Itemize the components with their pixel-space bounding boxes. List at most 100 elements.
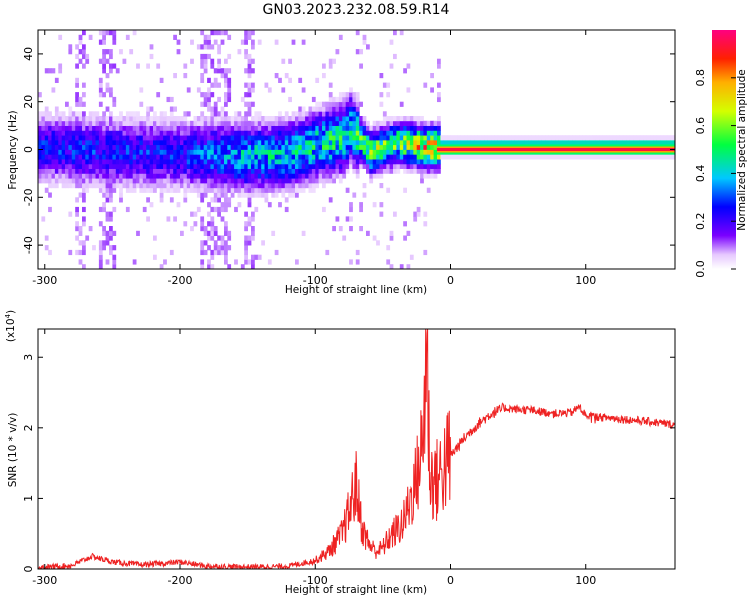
spectrogram-cell xyxy=(122,58,127,64)
spectrogram-cell xyxy=(467,139,472,146)
spectrogram-cell xyxy=(359,163,363,169)
spectrogram-cell xyxy=(129,173,134,179)
spectrogram-cell xyxy=(119,149,123,155)
spectrogram-cell xyxy=(78,139,83,146)
spectrogram-cell xyxy=(247,216,252,222)
spectrogram-cell xyxy=(230,168,235,174)
spectrogram-cell xyxy=(125,144,130,150)
spectrogram-cell xyxy=(247,125,252,131)
spectrogram-cell xyxy=(325,173,330,179)
spectrogram-cell xyxy=(75,149,79,155)
spectrogram-cell xyxy=(217,235,221,241)
spectrogram-cell xyxy=(217,120,221,126)
spectrogram-cell xyxy=(159,120,164,126)
spectrogram-cell xyxy=(284,187,289,193)
spectrogram-cell xyxy=(352,125,357,131)
spectrogram-cell xyxy=(65,168,69,174)
spectrogram-cell xyxy=(264,120,269,126)
spectrogram-cell xyxy=(291,159,296,165)
spectrogram-cell xyxy=(139,87,144,93)
spectrogram-cell xyxy=(315,111,320,117)
spectrogram-cell xyxy=(240,120,245,126)
spectrogram-cell xyxy=(355,116,360,122)
spectrogram-cell xyxy=(288,159,292,165)
spectrogram-cell xyxy=(146,149,150,155)
spectrogram-cell xyxy=(271,192,276,198)
spectrogram-cell xyxy=(362,159,367,165)
spectrogram-cell xyxy=(433,168,438,174)
spectrogram-cell xyxy=(125,187,130,193)
spectrogram-cell xyxy=(136,173,140,179)
spectrogram-cell xyxy=(44,68,49,74)
spectrogram-cell xyxy=(217,130,221,136)
spectrogram-cell xyxy=(244,259,248,265)
spectrogram-cell xyxy=(95,144,100,150)
spectrogram-cell xyxy=(247,173,252,179)
spectrogram-cell xyxy=(291,163,296,169)
spectrogram-cell xyxy=(379,173,384,179)
spectrogram-cell xyxy=(193,163,198,169)
spectrogram-cell xyxy=(105,163,110,169)
spectrogram-cell xyxy=(626,139,631,146)
spectrogram-cell xyxy=(112,187,117,193)
spectrogram-cell xyxy=(284,149,289,155)
spectrogram-cell xyxy=(291,168,296,174)
spectrogram-cell xyxy=(71,183,76,189)
spectrogram-cell xyxy=(386,149,391,155)
spectrogram-cell xyxy=(416,139,421,146)
spectrogram-cell xyxy=(518,154,522,160)
spectrogram-cell xyxy=(109,149,113,155)
spectrogram-cell xyxy=(278,125,282,131)
spectrogram-cell xyxy=(210,125,215,131)
spectrogram-cell xyxy=(159,264,164,269)
spectrogram-cell xyxy=(308,173,313,179)
spectrogram-cell xyxy=(105,259,110,265)
spectrogram-cell xyxy=(48,183,52,189)
spectrogram-cell xyxy=(88,34,93,40)
spectrogram-cell xyxy=(484,154,489,160)
spectrogram-cell xyxy=(332,144,336,150)
spectrogram-cell xyxy=(98,254,103,260)
spectrogram-cell xyxy=(291,139,296,146)
spectrogram-cell xyxy=(132,149,137,155)
spectrogram-cell xyxy=(295,125,299,131)
spectrogram-cell xyxy=(254,144,259,150)
spectrogram-cell xyxy=(409,168,414,174)
spectrogram-cell xyxy=(200,163,205,169)
spectrogram-cell xyxy=(311,139,316,146)
spectrogram-cell xyxy=(105,58,110,64)
spectrogram-cell xyxy=(61,139,66,146)
spectrogram-cell xyxy=(274,116,279,122)
spectrogram-cell xyxy=(58,120,63,126)
spectrogram-cell xyxy=(68,211,73,217)
spectrogram-cell xyxy=(139,144,144,150)
spectrogram-cell xyxy=(190,130,194,136)
spectrogram-cell xyxy=(240,149,245,155)
spectrogram-cell xyxy=(213,111,218,117)
spectrogram-cell xyxy=(271,120,276,126)
spectrogram-cell xyxy=(281,58,286,64)
spectrogram-cell xyxy=(169,197,174,203)
spectrogram-cell xyxy=(78,120,83,126)
spectrogram-cell xyxy=(200,130,205,136)
spectrogram-cell xyxy=(274,154,279,160)
spectrogram-cell xyxy=(196,187,201,193)
spectrogram-cell xyxy=(163,144,167,150)
spectrogram-cell xyxy=(447,139,451,146)
spectrogram-cell xyxy=(132,111,137,117)
spectrogram-cell xyxy=(335,130,340,136)
spectrogram-cell xyxy=(146,187,150,193)
spectrogram-cell xyxy=(403,130,407,136)
spectrogram-cell xyxy=(234,259,238,265)
spectrogram-cell xyxy=(389,120,394,126)
spectrogram-cell xyxy=(210,154,215,160)
spectrogram-cell xyxy=(420,178,424,184)
x-tick-label: -300 xyxy=(32,274,57,287)
spectrogram-cell xyxy=(48,130,52,136)
spectrogram-cell xyxy=(420,173,424,179)
spectrogram-cell xyxy=(362,139,367,146)
spectrogram-cell xyxy=(325,149,330,155)
spectrogram-cell xyxy=(359,130,363,136)
spectrogram-cell xyxy=(562,154,566,160)
